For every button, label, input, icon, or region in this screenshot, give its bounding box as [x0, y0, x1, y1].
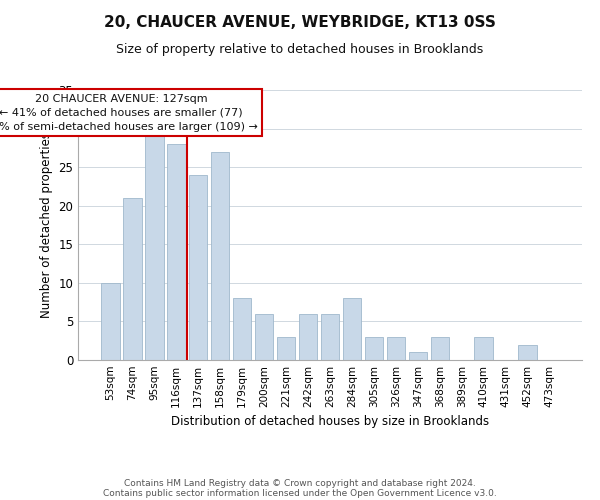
- Bar: [211, 152, 229, 360]
- Bar: [145, 136, 164, 360]
- Bar: [233, 298, 251, 360]
- Bar: [277, 337, 295, 360]
- Bar: [101, 283, 119, 360]
- Bar: [255, 314, 274, 360]
- Text: 20, CHAUCER AVENUE, WEYBRIDGE, KT13 0SS: 20, CHAUCER AVENUE, WEYBRIDGE, KT13 0SS: [104, 15, 496, 30]
- Bar: [320, 314, 340, 360]
- Bar: [365, 337, 383, 360]
- Bar: [409, 352, 427, 360]
- Bar: [518, 344, 537, 360]
- X-axis label: Distribution of detached houses by size in Brooklands: Distribution of detached houses by size …: [171, 416, 489, 428]
- Bar: [123, 198, 142, 360]
- Bar: [475, 337, 493, 360]
- Bar: [299, 314, 317, 360]
- Bar: [167, 144, 185, 360]
- Text: Size of property relative to detached houses in Brooklands: Size of property relative to detached ho…: [116, 42, 484, 56]
- Y-axis label: Number of detached properties: Number of detached properties: [40, 132, 53, 318]
- Text: Contains public sector information licensed under the Open Government Licence v3: Contains public sector information licen…: [103, 488, 497, 498]
- Bar: [343, 298, 361, 360]
- Bar: [386, 337, 405, 360]
- Text: Contains HM Land Registry data © Crown copyright and database right 2024.: Contains HM Land Registry data © Crown c…: [124, 478, 476, 488]
- Text: 20 CHAUCER AVENUE: 127sqm
← 41% of detached houses are smaller (77)
58% of semi-: 20 CHAUCER AVENUE: 127sqm ← 41% of detac…: [0, 94, 257, 132]
- Bar: [431, 337, 449, 360]
- Bar: [189, 175, 208, 360]
